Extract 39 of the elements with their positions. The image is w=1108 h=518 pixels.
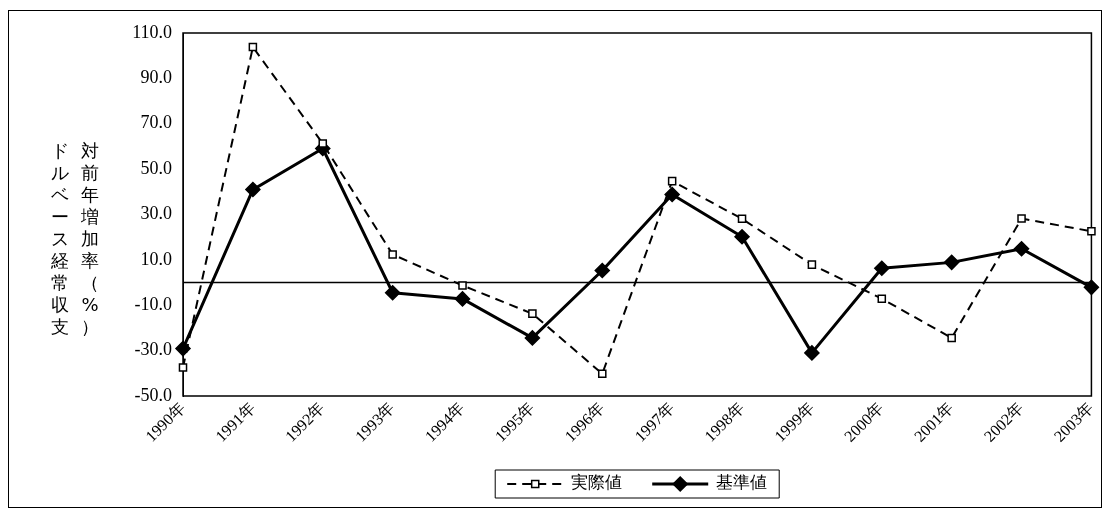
point bbox=[454, 291, 471, 307]
point bbox=[384, 285, 401, 301]
y-tick-label: 110.0 bbox=[132, 21, 172, 42]
point bbox=[1013, 241, 1030, 257]
legend-label: 基準値 bbox=[716, 472, 768, 493]
y-tick-label: 30.0 bbox=[140, 203, 172, 224]
point bbox=[874, 260, 890, 277]
point bbox=[1017, 214, 1026, 223]
y-tick-label: 50.0 bbox=[140, 157, 172, 178]
y-tick-label: 70.0 bbox=[140, 112, 172, 133]
y-tick-label: 10.0 bbox=[140, 248, 172, 269]
point bbox=[1083, 279, 1100, 296]
point bbox=[458, 281, 467, 290]
point bbox=[943, 254, 960, 271]
y-tick-label: -10.0 bbox=[134, 293, 172, 314]
y-tick-label: -30.0 bbox=[134, 339, 172, 360]
point bbox=[1087, 227, 1096, 236]
point bbox=[667, 176, 677, 186]
point bbox=[528, 309, 537, 318]
y-tick-label: 90.0 bbox=[140, 67, 172, 88]
point bbox=[388, 250, 397, 259]
point bbox=[734, 228, 750, 245]
point bbox=[664, 186, 680, 203]
point bbox=[318, 139, 328, 148]
point bbox=[245, 181, 261, 198]
legend-label: 実際値 bbox=[571, 472, 623, 493]
point bbox=[877, 294, 887, 303]
y-tick-label: -50.0 bbox=[134, 384, 172, 405]
point bbox=[524, 330, 541, 346]
text: 対前年増加率（%）ドルベース経常収支 bbox=[51, 140, 99, 337]
point bbox=[594, 262, 611, 279]
point bbox=[807, 260, 817, 269]
point bbox=[947, 333, 956, 343]
point bbox=[737, 214, 747, 224]
x-tick-label: 1991年 bbox=[212, 398, 258, 445]
point bbox=[597, 369, 607, 379]
point bbox=[804, 345, 820, 361]
point bbox=[248, 42, 258, 52]
point bbox=[178, 363, 188, 372]
